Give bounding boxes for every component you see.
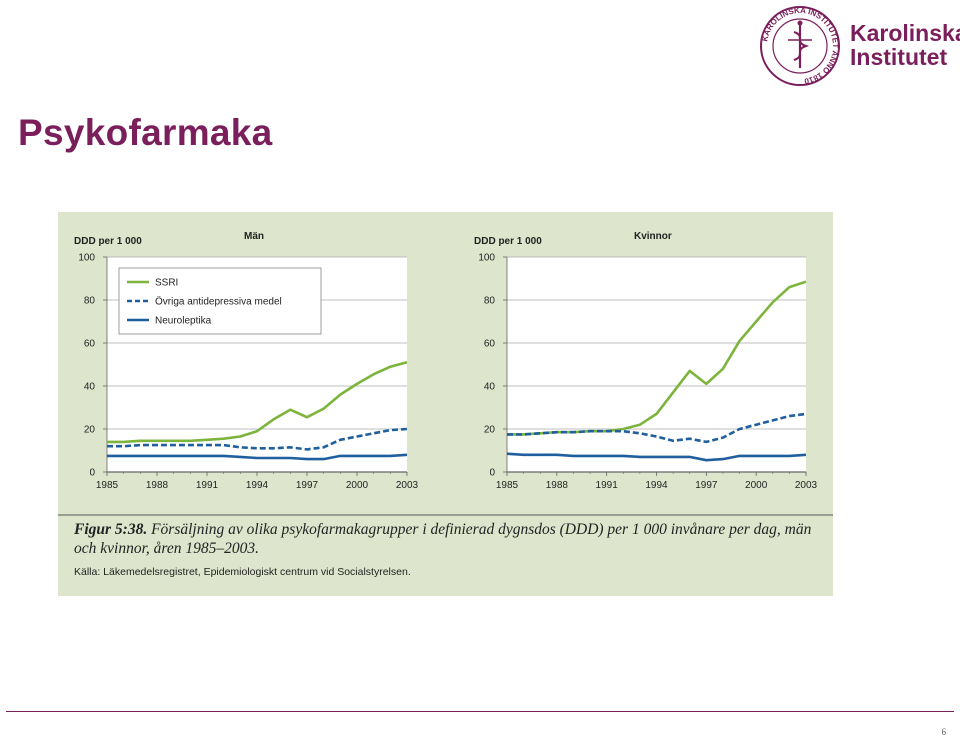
y-axis-label: DDD per 1 000: [74, 236, 142, 247]
series-line-ssri: [107, 361, 408, 444]
x-tick-label: 1988: [546, 480, 569, 491]
y-tick-label: 0: [489, 468, 495, 479]
y-tick-label: 100: [78, 253, 95, 264]
series-line-neuroleptika: [107, 453, 408, 461]
y-tick-label: 80: [484, 296, 496, 307]
karolinska-seal-icon: KAROLINSKA INSTITUTET ANNO 1810: [760, 6, 840, 86]
chart-kvinnor: 0 20 40 60 80 100 1985 1988 1991 1994 1997 2000 2003…: [474, 231, 818, 491]
logo-line-2: Institutet: [850, 44, 948, 70]
y-axis-label: DDD per 1 000: [474, 236, 542, 247]
y-tick-label: 60: [484, 339, 496, 350]
figure-label: Figur 5:38.: [74, 521, 148, 538]
y-tick-label: 20: [484, 425, 496, 436]
x-tick-label: 1991: [196, 480, 219, 491]
x-tick-label: 1994: [645, 480, 668, 491]
x-tick-label: 1997: [296, 480, 319, 491]
series-line-övriga-antidepressiva-medel: [107, 427, 408, 451]
chart-man: 0 20 40 60 80 100 1985 1988 1991 1994 1997 2000 2003…: [74, 231, 419, 491]
y-tick-label: 40: [84, 382, 96, 393]
legend: SSRI Övriga antidepressiva medel Neurolept…: [118, 267, 322, 335]
karolinska-logo: KAROLINSKA INSTITUTET ANNO 1810 Karolins…: [758, 4, 960, 88]
x-tick-label: 2003: [396, 480, 419, 491]
series-line-övriga-antidepressiva-medel: [507, 412, 807, 444]
figure-caption-text: Försäljning av olika psykofarmakagrupper…: [74, 521, 812, 557]
chart-title: Män: [244, 231, 264, 242]
chart-area: 0 20 40 60 80 100 1985 1988 1991 1994 1997 2000 2003…: [58, 231, 833, 516]
footer-divider: [6, 711, 954, 712]
figure-source: Källa: Läkemedelsregistret, Epidemiologi…: [74, 566, 411, 578]
figure-caption: Figur 5:38. Försäljning av olika psykofa…: [74, 520, 819, 558]
legend-box: [118, 267, 322, 335]
figure-panel: 0 20 40 60 80 100 1985 1988 1991 1994 1997 2000 2003…: [58, 212, 833, 596]
x-tick-label: 1985: [496, 480, 519, 491]
x-tick-label: 1985: [96, 480, 119, 491]
y-tick-label: 40: [484, 382, 496, 393]
series-line-neuroleptika: [506, 452, 807, 462]
plot-area: [507, 257, 806, 472]
chart-title: Kvinnor: [634, 231, 672, 242]
y-tick-label: 0: [89, 468, 95, 479]
page-number: 6: [941, 727, 947, 737]
x-tick-label: 1997: [695, 480, 718, 491]
slide-title: Psykofarmaka: [18, 112, 273, 153]
x-tick-label: 2000: [745, 480, 768, 491]
x-tick-label: 1991: [596, 480, 619, 491]
legend-label: SSRI: [155, 278, 178, 289]
logo-line-1: Karolinska: [850, 20, 960, 46]
logo-wordmark: Karolinska Institutet: [850, 21, 960, 69]
y-tick-label: 80: [84, 296, 96, 307]
y-tick-label: 20: [84, 425, 96, 436]
y-tick-label: 100: [478, 253, 495, 264]
y-tick-label: 60: [84, 339, 96, 350]
x-tick-label: 1994: [246, 480, 269, 491]
legend-label: Övriga antidepressiva medel: [155, 296, 282, 308]
legend-label: Neuroleptika: [155, 316, 212, 327]
x-tick-label: 2000: [346, 480, 369, 491]
x-tick-label: 1988: [146, 480, 169, 491]
x-tick-label: 2003: [795, 480, 818, 491]
